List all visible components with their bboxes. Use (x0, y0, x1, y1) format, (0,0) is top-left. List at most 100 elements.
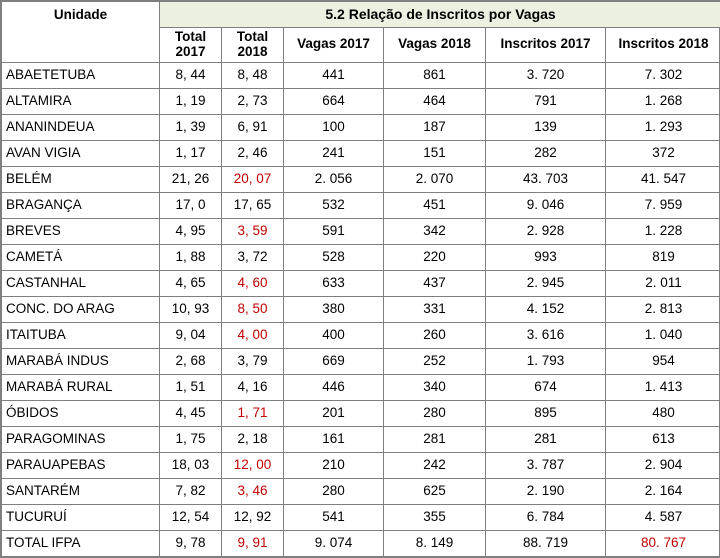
cell-vagas2018: 8. 149 (384, 530, 486, 556)
table-row: ANANINDEUA1, 396, 911001871391. 293 (2, 114, 720, 140)
col-header-vagas2018: Vagas 2018 (384, 28, 486, 63)
cell-unidade: ITAITUBA (2, 322, 160, 348)
cell-vagas2017: 2. 056 (284, 166, 384, 192)
cell-inscritos2017: 1. 793 (486, 348, 606, 374)
table-row: ALTAMIRA1, 192, 736644647911. 268 (2, 88, 720, 114)
table-row: SANTARÉM7, 823, 462806252. 1902. 164 (2, 478, 720, 504)
cell-vagas2017: 161 (284, 426, 384, 452)
cell-inscritos2018: 613 (606, 426, 720, 452)
col-header-unidade: Unidade (2, 2, 160, 63)
cell-inscritos2018: 4. 587 (606, 504, 720, 530)
table-row: BREVES4, 953, 595913422. 9281. 228 (2, 218, 720, 244)
cell-vagas2017: 633 (284, 270, 384, 296)
cell-total2017: 21, 26 (160, 166, 222, 192)
cell-inscritos2017: 3. 616 (486, 322, 606, 348)
table-row: ÓBIDOS4, 451, 71201280895480 (2, 400, 720, 426)
cell-unidade: PARAGOMINAS (2, 426, 160, 452)
cell-vagas2017: 100 (284, 114, 384, 140)
cell-vagas2018: 340 (384, 374, 486, 400)
cell-inscritos2017: 895 (486, 400, 606, 426)
cell-inscritos2017: 2. 945 (486, 270, 606, 296)
cell-vagas2018: 861 (384, 62, 486, 88)
cell-vagas2017: 441 (284, 62, 384, 88)
cell-inscritos2018: 80. 767 (606, 530, 720, 556)
cell-vagas2017: 400 (284, 322, 384, 348)
cell-vagas2018: 281 (384, 426, 486, 452)
table-row: PARAGOMINAS1, 752, 18161281281613 (2, 426, 720, 452)
cell-inscritos2017: 9. 046 (486, 192, 606, 218)
cell-inscritos2018: 7. 959 (606, 192, 720, 218)
table-title: 5.2 Relação de Inscritos por Vagas (160, 2, 720, 28)
cell-vagas2018: 342 (384, 218, 486, 244)
table-row: ABAETETUBA8, 448, 484418613. 7207. 302 (2, 62, 720, 88)
cell-inscritos2018: 1. 040 (606, 322, 720, 348)
cell-total2018: 12, 00 (222, 452, 284, 478)
cell-inscritos2018: 480 (606, 400, 720, 426)
table-row: AVAN VIGIA1, 172, 46241151282372 (2, 140, 720, 166)
cell-inscritos2017: 282 (486, 140, 606, 166)
cell-inscritos2017: 2. 190 (486, 478, 606, 504)
cell-total2018: 3, 72 (222, 244, 284, 270)
cell-inscritos2018: 2. 011 (606, 270, 720, 296)
col-header-total2018: Total 2018 (222, 28, 284, 63)
cell-vagas2017: 669 (284, 348, 384, 374)
cell-total2018: 3, 59 (222, 218, 284, 244)
cell-total2017: 8, 44 (160, 62, 222, 88)
cell-vagas2017: 280 (284, 478, 384, 504)
cell-inscritos2018: 372 (606, 140, 720, 166)
cell-total2017: 9, 78 (160, 530, 222, 556)
cell-unidade: ÓBIDOS (2, 400, 160, 426)
cell-total2017: 4, 65 (160, 270, 222, 296)
cell-vagas2017: 446 (284, 374, 384, 400)
table-row: MARABÁ RURAL1, 514, 164463406741. 413 (2, 374, 720, 400)
cell-total2018: 9, 91 (222, 530, 284, 556)
cell-vagas2018: 355 (384, 504, 486, 530)
table-row: CAMETÁ1, 883, 72528220993819 (2, 244, 720, 270)
col-header-inscritos2018: Inscritos 2018 (606, 28, 720, 63)
cell-total2018: 8, 50 (222, 296, 284, 322)
cell-vagas2018: 187 (384, 114, 486, 140)
cell-unidade: ABAETETUBA (2, 62, 160, 88)
table-row: BELÉM21, 2620, 072. 0562. 07043. 70341. … (2, 166, 720, 192)
cell-inscritos2018: 2. 813 (606, 296, 720, 322)
cell-vagas2017: 380 (284, 296, 384, 322)
data-table: Unidade 5.2 Relação de Inscritos por Vag… (1, 1, 720, 557)
cell-total2018: 3, 46 (222, 478, 284, 504)
cell-inscritos2017: 674 (486, 374, 606, 400)
cell-total2017: 12, 54 (160, 504, 222, 530)
cell-total2017: 7, 82 (160, 478, 222, 504)
col-header-inscritos2017: Inscritos 2017 (486, 28, 606, 63)
cell-total2018: 6, 91 (222, 114, 284, 140)
cell-vagas2018: 260 (384, 322, 486, 348)
table-row: BRAGANÇA17, 017, 655324519. 0467. 959 (2, 192, 720, 218)
cell-unidade: MARABÁ INDUS (2, 348, 160, 374)
cell-vagas2017: 9. 074 (284, 530, 384, 556)
cell-total2017: 10, 93 (160, 296, 222, 322)
cell-total2018: 2, 18 (222, 426, 284, 452)
table-row: ITAITUBA9, 044, 004002603. 6161. 040 (2, 322, 720, 348)
table-row: TOTAL IFPA9, 789, 919. 0748. 14988. 7198… (2, 530, 720, 556)
cell-vagas2017: 201 (284, 400, 384, 426)
table-row: CASTANHAL4, 654, 606334372. 9452. 011 (2, 270, 720, 296)
cell-unidade: ALTAMIRA (2, 88, 160, 114)
cell-inscritos2018: 2. 164 (606, 478, 720, 504)
cell-inscritos2017: 4. 152 (486, 296, 606, 322)
cell-inscritos2017: 2. 928 (486, 218, 606, 244)
cell-unidade: ANANINDEUA (2, 114, 160, 140)
cell-vagas2017: 241 (284, 140, 384, 166)
cell-unidade: TUCURUÍ (2, 504, 160, 530)
col-header-total2017: Total 2017 (160, 28, 222, 63)
cell-inscritos2018: 7. 302 (606, 62, 720, 88)
cell-unidade: TOTAL IFPA (2, 530, 160, 556)
cell-vagas2017: 664 (284, 88, 384, 114)
col-header-vagas2017: Vagas 2017 (284, 28, 384, 63)
cell-vagas2018: 437 (384, 270, 486, 296)
cell-inscritos2017: 993 (486, 244, 606, 270)
cell-total2018: 20, 07 (222, 166, 284, 192)
cell-unidade: MARABÁ RURAL (2, 374, 160, 400)
cell-inscritos2018: 1. 293 (606, 114, 720, 140)
cell-unidade: SANTARÉM (2, 478, 160, 504)
cell-inscritos2017: 3. 787 (486, 452, 606, 478)
cell-vagas2018: 464 (384, 88, 486, 114)
cell-total2018: 4, 16 (222, 374, 284, 400)
